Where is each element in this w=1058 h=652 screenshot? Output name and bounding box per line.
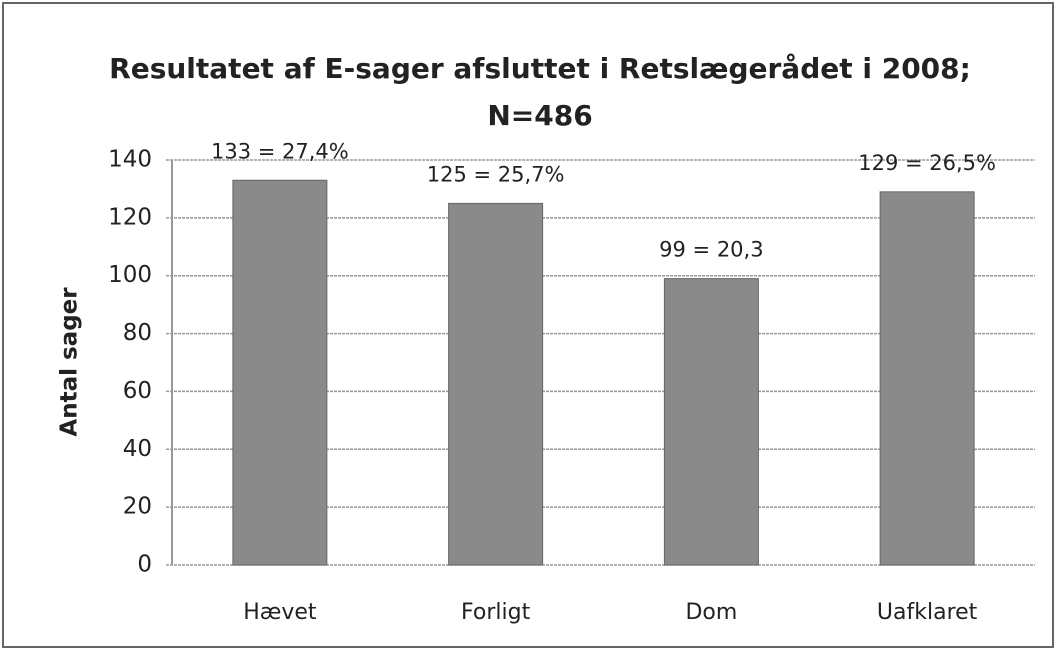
bar xyxy=(879,191,975,566)
bar xyxy=(232,179,328,566)
value-label: 133 = 27,4% xyxy=(211,139,349,163)
chart-title: Resultatet af E-sager afsluttet i Retslæ… xyxy=(109,52,971,85)
y-tick-label: 100 xyxy=(108,262,152,288)
x-tick-label: Uafklaret xyxy=(877,600,978,625)
y-tick-label: 20 xyxy=(123,494,152,520)
value-label: 129 = 26,5% xyxy=(858,151,996,175)
y-tick-label: 40 xyxy=(123,436,152,462)
y-tick-label: 0 xyxy=(137,552,152,578)
y-tick-label: 120 xyxy=(108,204,152,230)
x-tick-label: Hævet xyxy=(243,600,317,625)
y-tick-label: 60 xyxy=(123,378,152,404)
y-tick-label: 80 xyxy=(123,320,152,346)
y-tick-label: 140 xyxy=(108,147,152,173)
bar xyxy=(448,202,544,566)
x-tick-label: Forligt xyxy=(461,600,531,625)
value-label: 99 = 20,3 xyxy=(659,238,763,262)
chart-title: N=486 xyxy=(487,99,592,132)
bar xyxy=(663,278,759,566)
value-label: 125 = 25,7% xyxy=(427,162,565,186)
y-axis-label: Antal sager xyxy=(57,287,83,437)
x-tick-label: Dom xyxy=(685,600,737,625)
